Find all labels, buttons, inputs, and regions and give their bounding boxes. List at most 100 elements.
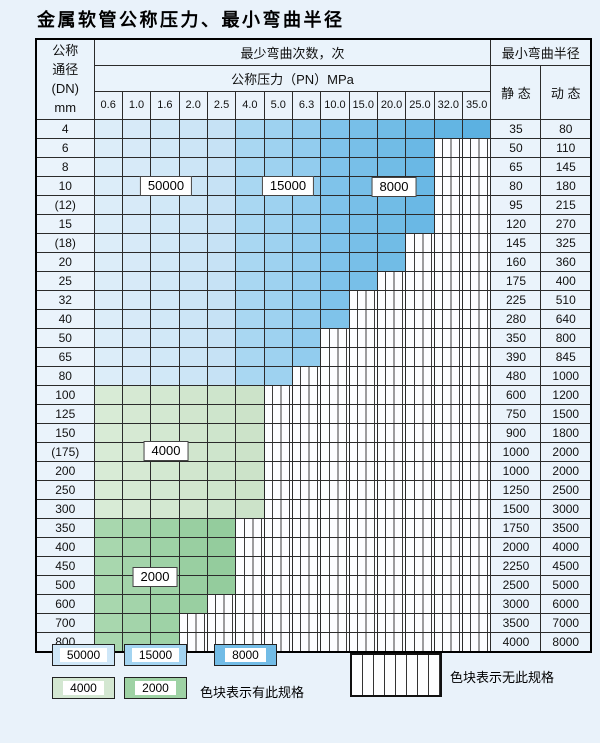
pressure-cell-available (291, 213, 322, 234)
pn-column-header: 1.0 (121, 90, 152, 120)
pressure-cell-available (320, 308, 350, 329)
pressure-cell-unavailable (291, 612, 322, 633)
pressure-cell-unavailable (263, 612, 293, 633)
table-row: 800 4000 8000 (35, 631, 592, 652)
pressure-cell-unavailable (235, 555, 265, 576)
pressure-cell-available (206, 555, 237, 576)
pressure-cell-available (93, 232, 123, 253)
pressure-cell-available (235, 441, 265, 462)
cell-dynamic-radius: 6000 (540, 593, 592, 614)
pressure-cell-available (150, 289, 180, 310)
pressure-cell-available (178, 460, 208, 481)
pn-column-header: 4.0 (235, 90, 265, 120)
pressure-cell-unavailable (405, 365, 435, 386)
pressure-cell-available (235, 479, 265, 500)
pressure-cell-unavailable (433, 270, 463, 291)
pressure-cell-unavailable (291, 365, 322, 386)
pressure-cell-unavailable (320, 422, 350, 443)
pressure-cell-unavailable (461, 327, 492, 348)
pressure-cell-available (150, 422, 180, 443)
no-spec-hatch-swatch (350, 653, 442, 697)
pressure-cell-available (263, 327, 293, 348)
pressure-cell-unavailable (433, 346, 463, 367)
pressure-cell-unavailable (376, 270, 407, 291)
cell-dynamic-radius: 325 (540, 232, 592, 253)
pressure-cell-available (121, 422, 152, 443)
pressure-cell-unavailable (348, 365, 378, 386)
cell-static-radius: 145 (490, 232, 542, 253)
dn-header-line: 通径 (52, 62, 79, 78)
pressure-cell-available (206, 346, 237, 367)
pressure-cell-unavailable (291, 384, 322, 405)
pressure-cell-unavailable (263, 574, 293, 595)
pressure-cell-unavailable (405, 346, 435, 367)
cell-static-radius: 95 (490, 194, 542, 215)
pressure-cell-available (263, 118, 293, 139)
pressure-cell-unavailable (405, 612, 435, 633)
pressure-cell-available (405, 213, 435, 234)
pressure-cell-available (150, 137, 180, 158)
cell-static-radius: 390 (490, 346, 542, 367)
cell-dynamic-radius: 3500 (540, 517, 592, 538)
pressure-cell-available (291, 327, 322, 348)
pressure-cell-unavailable (376, 346, 407, 367)
pressure-cell-unavailable (405, 384, 435, 405)
static-header: 静 态 (490, 64, 542, 120)
cell-dn: 6 (35, 137, 95, 158)
pressure-cell-unavailable (433, 479, 463, 500)
pressure-cell-available (263, 289, 293, 310)
pressure-cell-unavailable (461, 308, 492, 329)
pressure-cell-unavailable (461, 156, 492, 177)
pressure-cell-available (150, 156, 180, 177)
pressure-cell-unavailable (461, 403, 492, 424)
pressure-cell-available (93, 498, 123, 519)
pressure-cell-unavailable (320, 327, 350, 348)
pressure-cell-available (376, 118, 407, 139)
pressure-cell-unavailable (433, 612, 463, 633)
pressure-cell-available (178, 346, 208, 367)
pressure-cell-available (235, 308, 265, 329)
pressure-cell-available (150, 118, 180, 139)
cell-dynamic-radius: 1800 (540, 422, 592, 443)
pressure-cell-available (150, 270, 180, 291)
pressure-cell-unavailable (433, 593, 463, 614)
pressure-cell-unavailable (235, 612, 265, 633)
cell-static-radius: 1000 (490, 460, 542, 481)
pressure-cell-available (121, 593, 152, 614)
pressure-cell-available (150, 536, 180, 557)
pressure-cell-unavailable (376, 536, 407, 557)
pressure-cell-available (178, 365, 208, 386)
pressure-cell-available (320, 175, 350, 196)
pressure-cell-available (206, 308, 237, 329)
cell-static-radius: 2500 (490, 574, 542, 595)
pressure-cell-unavailable (320, 365, 350, 386)
pressure-cell-available (206, 384, 237, 405)
table-row: 300 1500 3000 (35, 498, 592, 519)
pressure-cell-unavailable (291, 422, 322, 443)
pressure-cell-unavailable (433, 289, 463, 310)
pressure-cell-unavailable (263, 593, 293, 614)
pressure-cell-unavailable (376, 612, 407, 633)
pressure-cell-unavailable (320, 460, 350, 481)
pressure-cell-available (206, 156, 237, 177)
pressure-cell-available (405, 194, 435, 215)
pressure-cell-unavailable (376, 384, 407, 405)
cell-static-radius: 225 (490, 289, 542, 310)
pressure-header: 公称压力（PN）MPa (93, 64, 492, 92)
pressure-cell-available (121, 251, 152, 272)
pressure-cell-unavailable (320, 593, 350, 614)
pressure-cell-unavailable (433, 498, 463, 519)
dn-column-header: 公称 通径 (DN) mm (35, 38, 95, 120)
cycle-count-label: 15000 (261, 176, 315, 196)
legend-swatch: 4000 (52, 677, 115, 699)
cell-dn: 400 (35, 536, 95, 557)
pressure-cell-unavailable (461, 460, 492, 481)
pressure-cell-unavailable (405, 631, 435, 652)
cell-dn: 150 (35, 422, 95, 443)
pressure-cell-unavailable (291, 403, 322, 424)
cell-static-radius: 35 (490, 118, 542, 139)
cell-dynamic-radius: 2500 (540, 479, 592, 500)
pressure-cell-available (348, 213, 378, 234)
pressure-cell-unavailable (433, 137, 463, 158)
pressure-cell-unavailable (291, 593, 322, 614)
